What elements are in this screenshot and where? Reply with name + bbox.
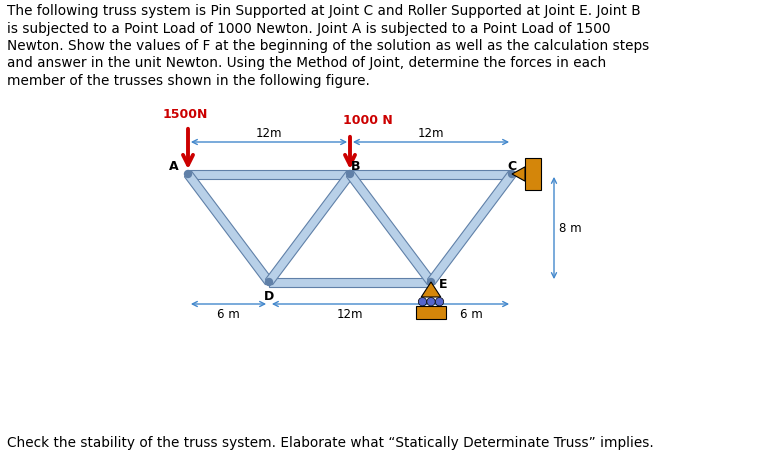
Polygon shape <box>184 172 273 285</box>
Polygon shape <box>269 278 431 287</box>
Polygon shape <box>188 170 350 179</box>
Circle shape <box>266 279 273 286</box>
Text: 12m: 12m <box>336 308 364 320</box>
Text: C: C <box>507 160 517 173</box>
Text: 12m: 12m <box>256 127 282 140</box>
Polygon shape <box>427 172 516 285</box>
Bar <box>416 306 446 319</box>
Polygon shape <box>512 168 525 182</box>
Text: 1500N: 1500N <box>162 108 207 121</box>
Text: is subjected to a Point Load of 1000 Newton. Joint A is subjected to a Point Loa: is subjected to a Point Load of 1000 New… <box>7 22 611 35</box>
Polygon shape <box>350 170 512 179</box>
Text: 6 m: 6 m <box>460 308 483 320</box>
Polygon shape <box>421 282 441 297</box>
Text: 1000 N: 1000 N <box>343 114 393 127</box>
Text: D: D <box>264 289 274 302</box>
Circle shape <box>418 298 427 306</box>
Text: 8 m: 8 m <box>559 222 582 235</box>
Text: Check the stability of the truss system. Elaborate what “Statically Determinate : Check the stability of the truss system.… <box>7 435 653 449</box>
Text: 6 m: 6 m <box>217 308 240 320</box>
Circle shape <box>508 171 515 178</box>
Text: Newton. Show the values of F at the beginning of the solution as well as the cal: Newton. Show the values of F at the begi… <box>7 39 650 53</box>
Bar <box>525 159 541 190</box>
Circle shape <box>184 171 191 178</box>
Circle shape <box>435 298 444 306</box>
Circle shape <box>427 298 435 306</box>
Text: B: B <box>351 160 361 173</box>
Text: The following truss system is Pin Supported at Joint C and Roller Supported at J: The following truss system is Pin Suppor… <box>7 4 640 18</box>
Polygon shape <box>266 172 354 285</box>
Text: 12m: 12m <box>418 127 444 140</box>
Circle shape <box>427 279 434 286</box>
Circle shape <box>347 171 354 178</box>
Text: member of the trusses shown in the following figure.: member of the trusses shown in the follo… <box>7 74 370 88</box>
Text: E: E <box>439 277 448 290</box>
Polygon shape <box>347 172 434 285</box>
Text: A: A <box>169 160 179 173</box>
Text: and answer in the unit Newton. Using the Method of Joint, determine the forces i: and answer in the unit Newton. Using the… <box>7 56 606 70</box>
